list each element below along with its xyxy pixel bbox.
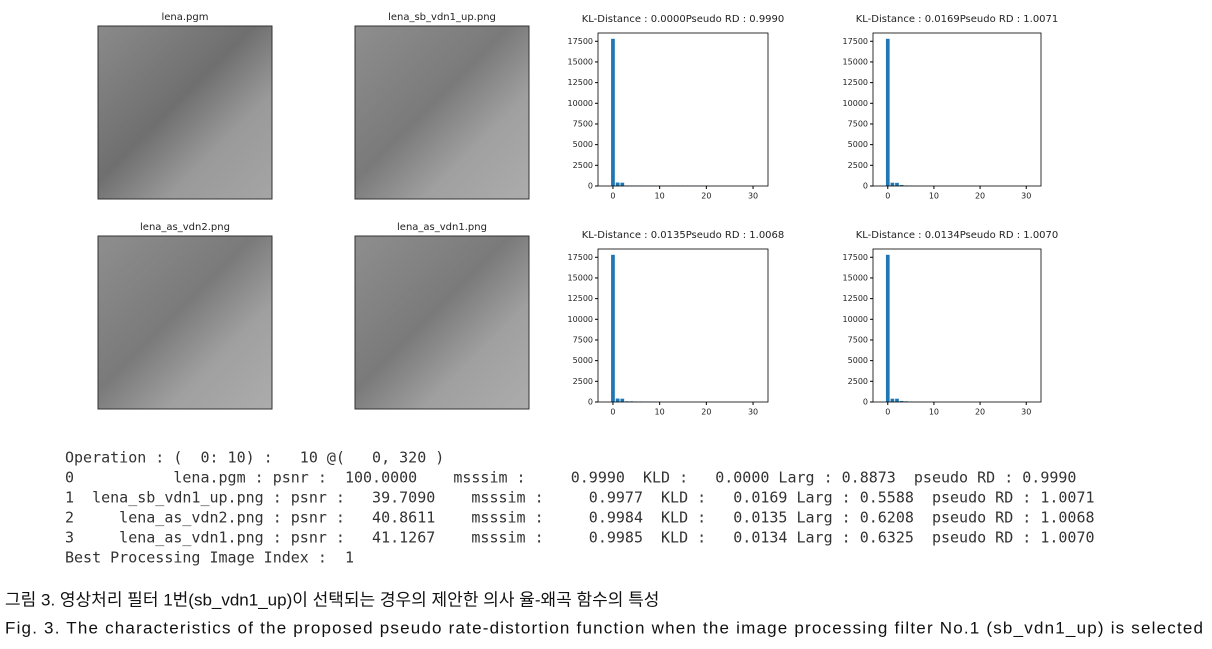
bar: [615, 398, 620, 402]
bar: [615, 182, 620, 186]
y-tick-label: 10000: [568, 315, 593, 324]
bar: [611, 38, 615, 187]
x-tick-label: 20: [701, 408, 711, 417]
y-tick-label: 5000: [848, 140, 868, 149]
y-tick-label: 2500: [573, 377, 593, 386]
bar: [895, 182, 899, 186]
y-tick-label: 10000: [843, 315, 868, 324]
y-tick-label: 12500: [843, 294, 868, 303]
axes-frame: [597, 32, 769, 187]
image: [354, 235, 530, 410]
x-tick-label: 0: [885, 408, 890, 417]
histogram: KL-Distance : 0.0135Pseudo RD : 1.0068 0 2…: [568, 230, 785, 417]
y-tick-label: 17500: [568, 37, 593, 46]
histogram: KL-Distance : 0.0134Pseudo RD : 1.0070 0 2…: [843, 230, 1059, 417]
x-tick-label: 0: [885, 192, 890, 201]
y-tick-label: 17500: [843, 253, 868, 262]
x-tick-label: 30: [748, 408, 758, 417]
image: [97, 25, 273, 200]
image-title: lena_as_vdn2.png: [140, 222, 230, 233]
bar: [890, 182, 895, 186]
y-tick-label: 15000: [843, 57, 868, 66]
y-tick-label: 0: [588, 398, 593, 407]
bar: [620, 182, 625, 186]
image-panel: lena_as_vdn2.png: [97, 222, 273, 410]
y-tick-label: 0: [588, 182, 593, 191]
bar: [899, 401, 904, 402]
image: [354, 25, 530, 200]
console-line: 0 lena.pgm : psnr : 100.0000 msssim : 0.…: [65, 469, 1076, 487]
image-panel: lena_sb_vdn1_up.png: [354, 12, 530, 200]
caption-english: Fig. 3. The characteristics of the propo…: [5, 618, 1203, 637]
chart-title: KL-Distance : 0.0135Pseudo RD : 1.0068: [582, 230, 785, 241]
y-tick-label: 17500: [568, 253, 593, 262]
bar: [895, 398, 899, 402]
y-tick-label: 15000: [568, 57, 593, 66]
console-line: 3 lena_as_vdn1.png : psnr : 41.1267 msss…: [65, 529, 1095, 547]
axes-frame: [872, 32, 1042, 187]
x-tick-label: 20: [975, 408, 985, 417]
console-line: 2 lena_as_vdn2.png : psnr : 40.8611 msss…: [65, 509, 1095, 527]
y-tick-label: 15000: [568, 273, 593, 282]
bar: [885, 38, 890, 187]
y-tick-label: 0: [863, 398, 868, 407]
y-tick-label: 0: [863, 182, 868, 191]
image-panel: lena.pgm: [97, 12, 273, 200]
y-tick-label: 12500: [568, 294, 593, 303]
y-tick-label: 12500: [843, 78, 868, 87]
y-tick-label: 7500: [848, 119, 868, 128]
x-tick-label: 10: [929, 192, 939, 201]
y-tick-label: 12500: [568, 78, 593, 87]
chart-title: KL-Distance : 0.0000Pseudo RD : 0.9990: [582, 14, 785, 25]
x-tick-label: 30: [1021, 192, 1031, 201]
x-tick-label: 20: [975, 192, 985, 201]
x-tick-label: 0: [610, 192, 615, 201]
y-tick-label: 2500: [848, 161, 868, 170]
image-title: lena_as_vdn1.png: [397, 222, 487, 233]
console-line: 1 lena_sb_vdn1_up.png : psnr : 39.7090 m…: [65, 489, 1095, 507]
y-tick-label: 2500: [573, 161, 593, 170]
x-tick-label: 20: [701, 192, 711, 201]
x-tick-label: 10: [929, 408, 939, 417]
y-tick-label: 10000: [843, 99, 868, 108]
image-title: lena.pgm: [161, 12, 208, 23]
y-tick-label: 17500: [843, 37, 868, 46]
axes-frame: [597, 248, 769, 403]
x-tick-label: 10: [655, 408, 665, 417]
y-tick-label: 5000: [573, 356, 593, 365]
y-tick-label: 7500: [573, 119, 593, 128]
caption-korean: 그림 3. 영상처리 필터 1번(sb_vdn1_up)이 선택되는 경우의 제…: [5, 590, 659, 609]
chart-title: KL-Distance : 0.0169Pseudo RD : 1.0071: [856, 14, 1059, 25]
axes-frame: [872, 248, 1042, 403]
y-tick-label: 5000: [848, 356, 868, 365]
image: [97, 235, 273, 410]
bar: [620, 398, 625, 402]
console-line: Best Processing Image Index : 1: [65, 549, 354, 567]
y-tick-label: 7500: [573, 335, 593, 344]
x-tick-label: 30: [748, 192, 758, 201]
console-line: Operation : ( 0: 10) : 10 @( 0, 320 ): [65, 449, 444, 467]
y-tick-label: 2500: [848, 377, 868, 386]
x-tick-label: 10: [655, 192, 665, 201]
x-tick-label: 0: [610, 408, 615, 417]
y-tick-label: 10000: [568, 99, 593, 108]
histogram: KL-Distance : 0.0000Pseudo RD : 0.9990 0 2…: [568, 14, 785, 201]
y-tick-label: 5000: [573, 140, 593, 149]
bar: [899, 185, 904, 186]
image-panel: lena_as_vdn1.png: [354, 222, 530, 410]
y-tick-label: 7500: [848, 335, 868, 344]
y-tick-label: 15000: [843, 273, 868, 282]
histogram: KL-Distance : 0.0169Pseudo RD : 1.0071 0 2…: [843, 14, 1059, 201]
x-tick-label: 30: [1021, 408, 1031, 417]
bar: [611, 254, 615, 402]
image-title: lena_sb_vdn1_up.png: [388, 12, 496, 23]
chart-title: KL-Distance : 0.0134Pseudo RD : 1.0070: [856, 230, 1059, 241]
bar: [885, 254, 890, 402]
bar: [890, 398, 895, 402]
